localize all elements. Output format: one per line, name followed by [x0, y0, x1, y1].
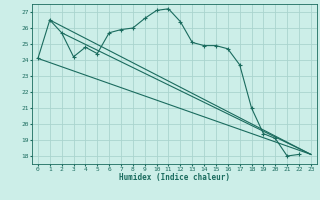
X-axis label: Humidex (Indice chaleur): Humidex (Indice chaleur) — [119, 173, 230, 182]
